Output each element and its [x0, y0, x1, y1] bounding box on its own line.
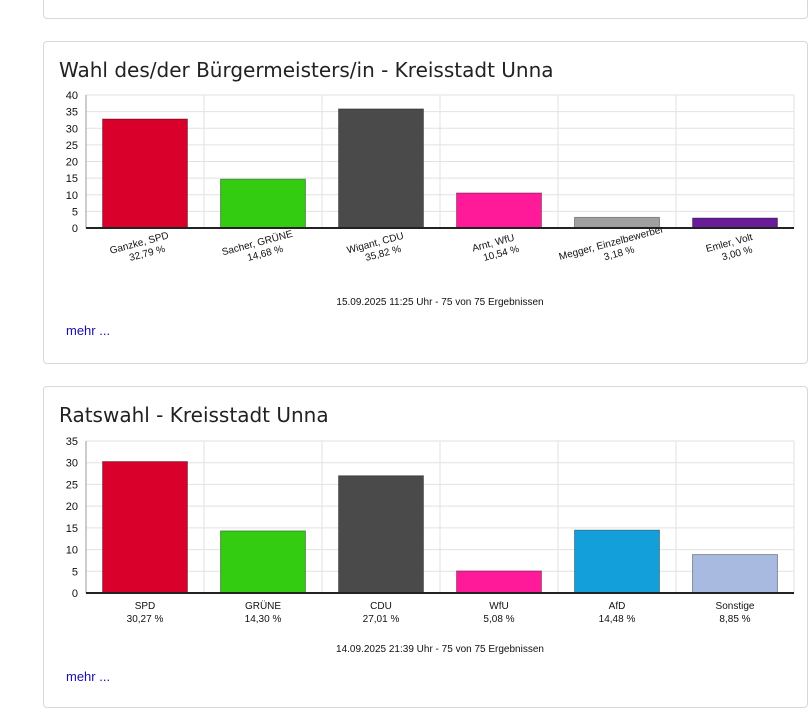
bar-2: [220, 530, 306, 594]
y-tick-label: 15: [66, 173, 78, 185]
value-label: 27,01 %: [363, 614, 400, 625]
y-tick-label: 30: [66, 123, 78, 135]
council-election-chart: 0 5 10 15 20 25 30 35 SPD 30,27 % GRÜNE 14,30 % CDU 2…: [66, 436, 795, 655]
category-label: SPD: [135, 601, 156, 612]
y-tick-label: 20: [66, 501, 78, 513]
y-tick-label: 25: [66, 140, 78, 152]
value-label: 14,30 %: [245, 614, 282, 625]
results-footer: 14.09.2025 21:39 Uhr - 75 von 75 Ergebni…: [336, 644, 544, 655]
y-tick-label: 35: [66, 107, 78, 119]
bar-4: [456, 192, 542, 229]
y-tick-label: 10: [66, 545, 78, 557]
value-label: 30,27 %: [127, 614, 164, 625]
category-label: AfD: [609, 601, 626, 612]
bar-6: [692, 217, 778, 229]
y-tick-label: 10: [66, 190, 78, 202]
council-election-card: Ratswahl - Kreisstadt Unna 0 5 10 15 20 25 30 3…: [43, 386, 808, 708]
bar-6: [692, 554, 778, 594]
y-tick-label: 30: [66, 458, 78, 470]
value-label: 5,08 %: [483, 614, 514, 625]
y-tick-label: 40: [66, 90, 78, 102]
more-link[interactable]: mehr ...: [66, 323, 111, 338]
y-tick-label: 5: [72, 566, 78, 578]
y-tick-label: 20: [66, 157, 78, 169]
chart-title: Wahl des/der Bürgermeisters/in - Kreisst…: [59, 58, 554, 82]
y-tick-label: 25: [66, 479, 78, 491]
y-tick-label: 35: [66, 436, 78, 448]
bar-1: [102, 118, 188, 229]
category-label: GRÜNE: [245, 600, 281, 612]
bar-2: [220, 178, 306, 229]
results-footer: 15.09.2025 11:25 Uhr - 75 von 75 Ergebni…: [336, 297, 543, 308]
y-tick-label: 5: [72, 206, 78, 218]
y-tick-label: 0: [72, 588, 78, 600]
category-label: Sonstige: [716, 601, 755, 612]
value-label: 8,85 %: [719, 614, 750, 625]
bar-3: [338, 475, 424, 594]
bar-3: [338, 108, 424, 229]
bar-5: [574, 216, 660, 229]
bar-1: [102, 461, 188, 594]
previous-card: [43, 0, 808, 19]
bar-5: [574, 529, 660, 594]
category-label: CDU: [370, 601, 392, 612]
chart-title: Ratswahl - Kreisstadt Unna: [59, 403, 329, 427]
bar-4: [456, 570, 542, 594]
mayor-election-card: Wahl des/der Bürgermeisters/in - Kreisst…: [43, 41, 808, 364]
value-label: 14,48 %: [599, 614, 636, 625]
more-link[interactable]: mehr ...: [66, 669, 111, 684]
category-label: WfU: [489, 601, 508, 612]
y-tick-label: 0: [72, 223, 78, 235]
y-tick-label: 15: [66, 523, 78, 535]
